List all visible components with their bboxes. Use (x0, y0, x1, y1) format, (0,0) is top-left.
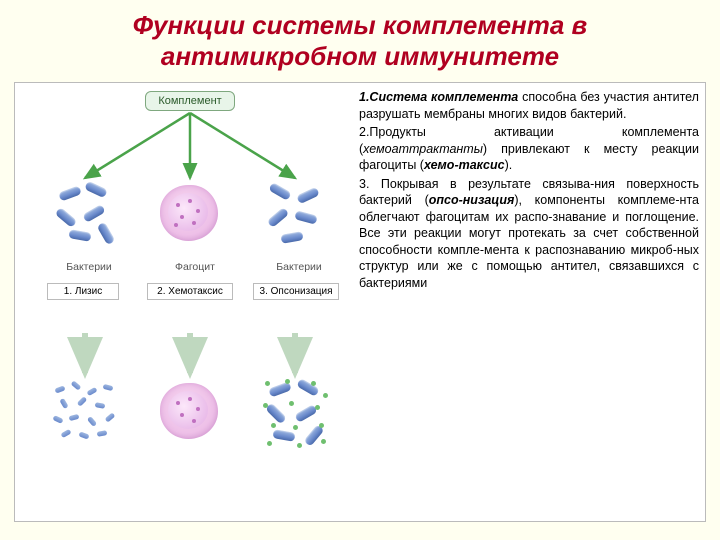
box-opsonization: 3. Опсонизация (253, 283, 339, 300)
diagram-area: Комплемент (15, 83, 355, 521)
content-panel: Комплемент (14, 82, 706, 522)
bacteria-top-right (265, 183, 335, 253)
box-lysis: 1. Лизис (47, 283, 119, 300)
box-chemotaxis: 2. Хемотаксис (147, 283, 233, 300)
text-column: 1.Система комплемента способна без участ… (359, 89, 699, 293)
col-label-1: Фагоцит (165, 261, 225, 273)
opsonized-bacteria (263, 379, 341, 463)
lysis-result (51, 381, 127, 461)
col-label-0: Бактерии (59, 261, 119, 273)
para-3: 3. Покрывая в результате связыва-ния пов… (359, 176, 699, 292)
page-title: Функции системы комплемента в антимикроб… (0, 0, 720, 76)
phagocyte-bottom (160, 383, 218, 439)
para-2: 2.Продукты активации комплемента (хемоат… (359, 124, 699, 174)
para-1: 1.Система комплемента способна без участ… (359, 89, 699, 122)
bacteria-top-left (55, 183, 125, 253)
col-label-2: Бактерии (269, 261, 329, 273)
phagocyte-top (160, 185, 218, 241)
